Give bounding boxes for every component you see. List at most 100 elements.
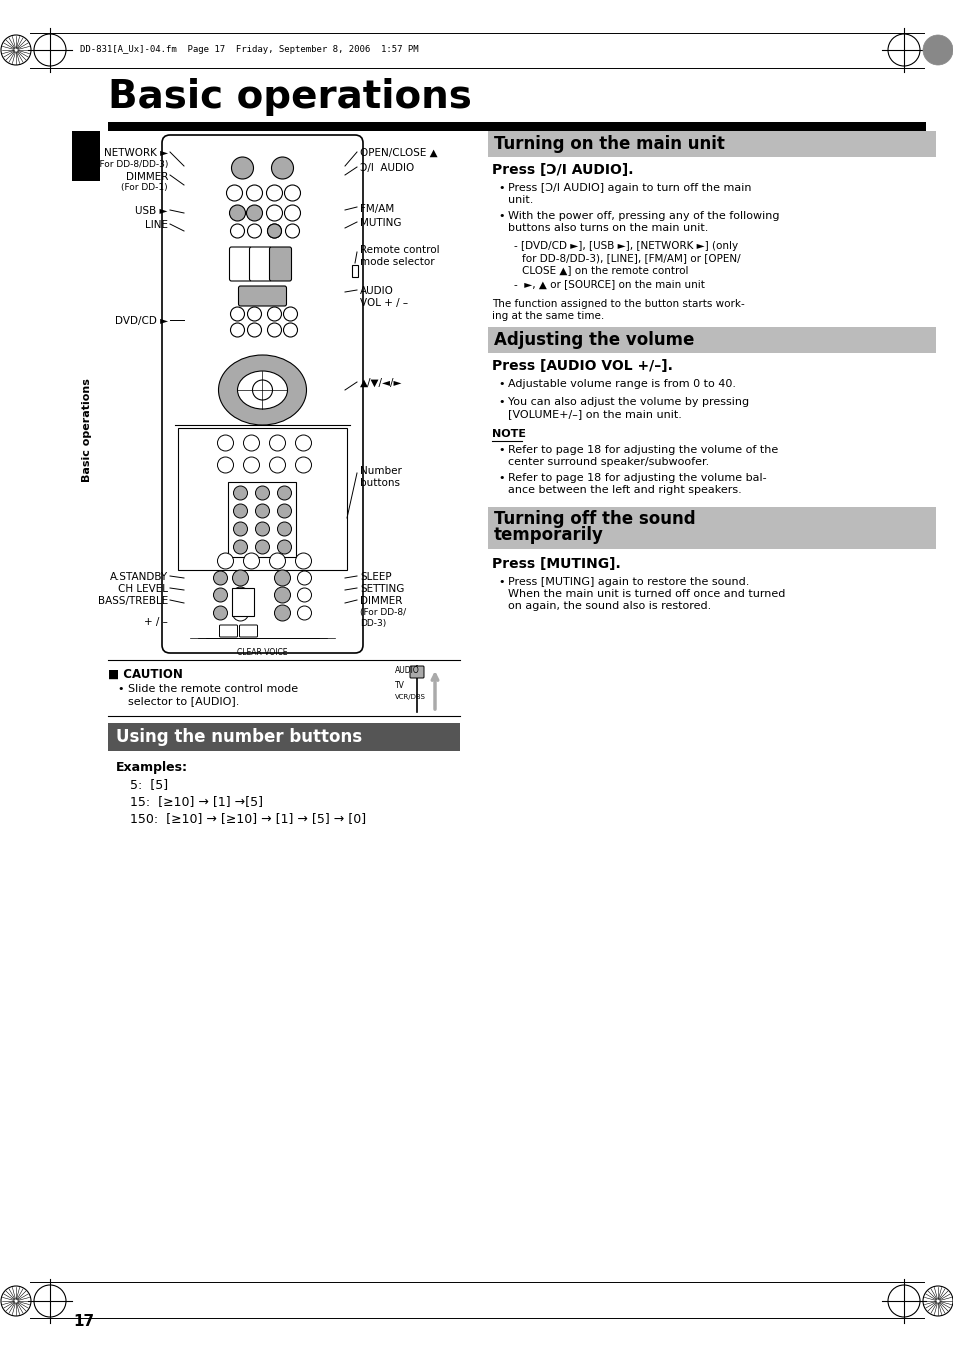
Circle shape xyxy=(255,521,269,536)
Text: Ɔ/I  AUDIO: Ɔ/I AUDIO xyxy=(359,163,414,173)
Text: buttons: buttons xyxy=(359,478,399,488)
FancyBboxPatch shape xyxy=(269,247,292,281)
Circle shape xyxy=(246,205,262,222)
Text: ■ CAUTION: ■ CAUTION xyxy=(108,667,183,681)
Text: VOL + / –: VOL + / – xyxy=(359,299,408,308)
Text: •: • xyxy=(497,577,504,586)
Text: • Slide the remote control mode: • Slide the remote control mode xyxy=(118,684,297,694)
Circle shape xyxy=(233,586,248,603)
Circle shape xyxy=(232,157,253,178)
Circle shape xyxy=(277,540,292,554)
Circle shape xyxy=(277,486,292,500)
Ellipse shape xyxy=(237,372,287,409)
Text: Number: Number xyxy=(359,466,401,476)
Text: Using the number buttons: Using the number buttons xyxy=(116,728,362,746)
Text: CLOSE ▲] on the remote control: CLOSE ▲] on the remote control xyxy=(521,265,688,276)
Text: Turning on the main unit: Turning on the main unit xyxy=(494,135,724,153)
Text: mode selector: mode selector xyxy=(359,257,435,267)
Circle shape xyxy=(272,157,294,178)
Text: Refer to page 18 for adjusting the volume of the: Refer to page 18 for adjusting the volum… xyxy=(507,444,778,455)
Text: Adjusting the volume: Adjusting the volume xyxy=(494,331,694,349)
Text: Press [AUDIO VOL +/–].: Press [AUDIO VOL +/–]. xyxy=(492,359,672,373)
Text: Basic operations: Basic operations xyxy=(108,78,472,116)
Text: DIMMER: DIMMER xyxy=(126,172,168,182)
Text: Press [MUTING].: Press [MUTING]. xyxy=(492,557,620,571)
Text: MUTING: MUTING xyxy=(359,218,401,228)
Circle shape xyxy=(267,224,281,238)
Text: •: • xyxy=(497,473,504,484)
Circle shape xyxy=(226,185,242,201)
Text: SETTING: SETTING xyxy=(359,584,404,594)
Text: LINE: LINE xyxy=(145,220,168,230)
Circle shape xyxy=(233,486,247,500)
Circle shape xyxy=(243,435,259,451)
Text: 17: 17 xyxy=(73,1315,94,1329)
Circle shape xyxy=(231,307,244,322)
Text: SLEEP: SLEEP xyxy=(359,571,392,582)
Text: Basic operations: Basic operations xyxy=(82,378,91,482)
Text: Remote control: Remote control xyxy=(359,245,439,255)
Text: 150:  [≥10] → [≥10] → [1] → [5] → [0]: 150: [≥10] → [≥10] → [1] → [5] → [0] xyxy=(130,812,366,825)
Text: You can also adjust the volume by pressing: You can also adjust the volume by pressi… xyxy=(507,397,748,407)
Circle shape xyxy=(297,588,312,603)
Circle shape xyxy=(247,224,261,238)
Circle shape xyxy=(213,571,227,585)
Circle shape xyxy=(285,224,299,238)
Circle shape xyxy=(295,457,312,473)
Circle shape xyxy=(217,457,233,473)
Text: unit.: unit. xyxy=(507,195,533,205)
Text: -  ►, ▲ or [SOURCE] on the main unit: - ►, ▲ or [SOURCE] on the main unit xyxy=(514,280,704,289)
Text: (For DD-8/: (For DD-8/ xyxy=(359,608,406,617)
Circle shape xyxy=(247,323,261,336)
Circle shape xyxy=(284,205,300,222)
Circle shape xyxy=(255,486,269,500)
Circle shape xyxy=(213,588,227,603)
Text: When the main unit is turned off once and turned: When the main unit is turned off once an… xyxy=(507,589,784,598)
Text: VCR/DBS: VCR/DBS xyxy=(395,694,425,700)
Text: NOTE: NOTE xyxy=(492,430,525,439)
Circle shape xyxy=(283,307,297,322)
Text: Press [Ɔ/I AUDIO] again to turn off the main: Press [Ɔ/I AUDIO] again to turn off the … xyxy=(507,182,751,193)
Bar xyxy=(352,265,357,277)
Circle shape xyxy=(231,323,244,336)
Text: BASS/TREBLE: BASS/TREBLE xyxy=(97,596,168,607)
Text: Press [Ɔ/I AUDIO].: Press [Ɔ/I AUDIO]. xyxy=(492,163,633,177)
Bar xyxy=(488,131,935,157)
Text: [VOLUME+/–] on the main unit.: [VOLUME+/–] on the main unit. xyxy=(507,409,681,419)
Circle shape xyxy=(247,307,261,322)
Text: selector to [AUDIO].: selector to [AUDIO]. xyxy=(128,696,239,707)
Text: The function assigned to the button starts work-: The function assigned to the button star… xyxy=(492,299,744,309)
Circle shape xyxy=(284,185,300,201)
Circle shape xyxy=(233,605,248,621)
Text: NETWORK ►: NETWORK ► xyxy=(104,149,168,158)
Circle shape xyxy=(267,307,281,322)
Circle shape xyxy=(243,457,259,473)
Text: buttons also turns on the main unit.: buttons also turns on the main unit. xyxy=(507,223,708,232)
Bar xyxy=(71,131,100,181)
Text: •: • xyxy=(497,182,504,193)
Circle shape xyxy=(255,504,269,517)
Text: 15:  [≥10] → [1] →[5]: 15: [≥10] → [1] →[5] xyxy=(130,794,263,808)
Circle shape xyxy=(243,553,259,569)
Text: Turning off the sound: Turning off the sound xyxy=(494,509,695,528)
Circle shape xyxy=(274,586,291,603)
Circle shape xyxy=(295,553,312,569)
Text: ▲/▼/◄/►: ▲/▼/◄/► xyxy=(359,378,402,388)
Circle shape xyxy=(266,185,282,201)
Text: DD-831[A_Ux]-04.fm  Page 17  Friday, September 8, 2006  1:57 PM: DD-831[A_Ux]-04.fm Page 17 Friday, Septe… xyxy=(80,46,418,54)
Circle shape xyxy=(295,435,312,451)
Text: ing at the same time.: ing at the same time. xyxy=(492,311,603,322)
Text: center surround speaker/subwoofer.: center surround speaker/subwoofer. xyxy=(507,457,708,467)
Text: With the power off, pressing any of the following: With the power off, pressing any of the … xyxy=(507,211,779,222)
Text: •: • xyxy=(497,211,504,222)
Text: A.STANDBY: A.STANDBY xyxy=(110,571,168,582)
Text: CLEAR VOICE: CLEAR VOICE xyxy=(237,648,288,657)
Circle shape xyxy=(266,205,282,222)
Text: Adjustable volume range is from 0 to 40.: Adjustable volume range is from 0 to 40. xyxy=(507,380,735,389)
Circle shape xyxy=(233,570,248,586)
Circle shape xyxy=(277,504,292,517)
Circle shape xyxy=(233,521,247,536)
Text: •: • xyxy=(497,397,504,407)
Circle shape xyxy=(230,205,245,222)
Text: TV: TV xyxy=(395,681,404,690)
